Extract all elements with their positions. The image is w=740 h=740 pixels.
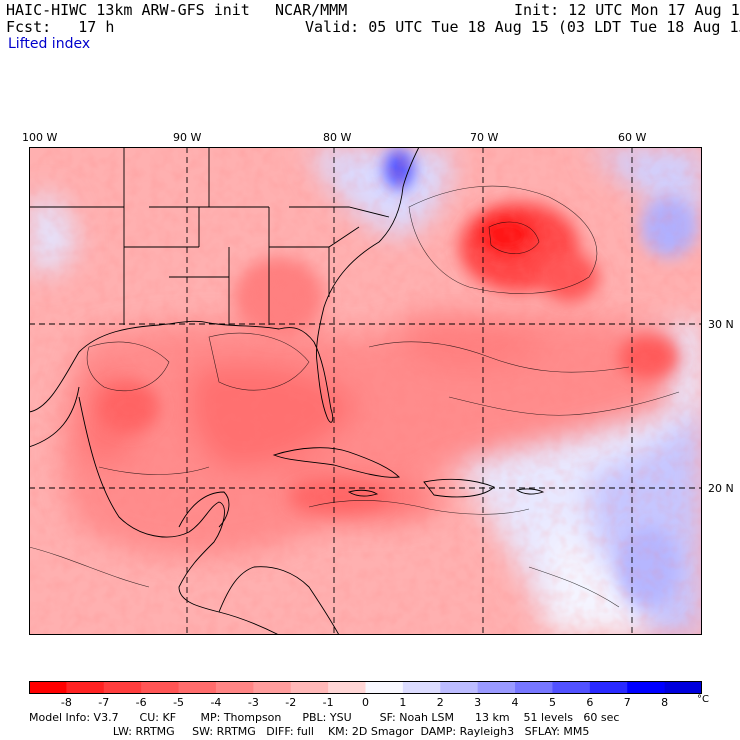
colorbar-tick-label: -6 — [135, 696, 147, 709]
colorbar-segment — [66, 681, 105, 694]
colorbar-segment — [552, 681, 591, 694]
colorbar-segment — [178, 681, 217, 694]
lat-lon-grid — [29, 147, 702, 635]
colorbar-segment — [402, 681, 441, 694]
colorbar-tick-label: 7 — [623, 696, 631, 709]
lon-label-100w: 100 W — [22, 131, 58, 144]
lon-label-80w: 80 W — [323, 131, 352, 144]
footer-model-info: Model Info: V3.7 CU: KF MP: Thompson PBL… — [29, 711, 620, 724]
colorbar-segment — [328, 681, 366, 694]
colorbar-segment — [589, 681, 628, 694]
colorbar-tick-label: -3 — [247, 696, 259, 709]
colorbar-segment — [440, 681, 479, 694]
colorbar-tick-label: 3 — [474, 696, 482, 709]
footer-physics: LW: RRTMG SW: RRTMG DIFF: full KM: 2D Sm… — [29, 725, 590, 738]
colorbar-tick-label: -8 — [60, 696, 72, 709]
cuba-outline — [272, 447, 400, 478]
colorbar-segment — [627, 681, 666, 694]
mexico-coastline — [29, 386, 280, 635]
state-lines — [29, 147, 390, 325]
colorbar-tick-label: -4 — [210, 696, 222, 709]
colorbar-segment — [29, 681, 67, 694]
lon-label-70w: 70 W — [470, 131, 499, 144]
colorbar-tick-label: 1 — [399, 696, 407, 709]
init-time: Init: 12 UTC Mon 17 Aug 15 — [514, 1, 740, 19]
colorbar-tick-label: 5 — [548, 696, 556, 709]
puerto-rico-outline — [515, 488, 545, 495]
colorbar-tick-label: 6 — [586, 696, 594, 709]
jamaica-outline — [347, 489, 379, 497]
colorbar-segment — [253, 681, 292, 694]
colorbar-segment — [215, 681, 254, 694]
colorbar-tick-label: 0 — [362, 696, 369, 709]
lon-label-60w: 60 W — [618, 131, 647, 144]
colorbar-tick-label: 2 — [436, 696, 444, 709]
lon-label-90w: 90 W — [173, 131, 202, 144]
colorbar-tick-label: -7 — [98, 696, 110, 709]
colorbar-segment — [141, 681, 180, 694]
colorbar-tick-label: 4 — [511, 696, 519, 709]
forecast-hour: Fcst: 17 h — [6, 18, 115, 36]
us-coastline — [29, 147, 420, 423]
colorbar-unit: °C — [697, 694, 709, 705]
lifted-index-map — [29, 147, 702, 635]
org-label: NCAR/MMM — [275, 1, 348, 19]
central-america-outline — [218, 566, 340, 635]
lat-label-20n: 20 N — [708, 482, 734, 495]
colorbar-tick-label: -2 — [285, 696, 297, 709]
colorbar-segment — [290, 681, 329, 694]
model-title: HAIC-HIWC 13km ARW-GFS init — [6, 1, 250, 19]
valid-time: Valid: 05 UTC Tue 18 Aug 15 (03 LDT Tue … — [305, 18, 740, 36]
colorbar-frame — [29, 681, 702, 694]
field-name: Lifted index — [8, 36, 91, 52]
colorbar-segment — [515, 681, 553, 694]
colorbar-segment — [103, 681, 142, 694]
yucatan-outline — [178, 491, 230, 528]
colorbar-tick-label: 8 — [661, 696, 669, 709]
map-frame — [29, 147, 702, 635]
geographic-boundaries — [29, 147, 545, 635]
colorbar-tick-label: -1 — [322, 696, 334, 709]
lat-label-30n: 30 N — [708, 318, 734, 331]
colorbar — [29, 681, 702, 694]
colorbar-segment — [365, 681, 404, 694]
colorbar-tick-label: -5 — [173, 696, 185, 709]
colorbar-segment — [664, 681, 702, 694]
hispaniola-outline — [423, 478, 495, 498]
colorbar-segment — [477, 681, 516, 694]
